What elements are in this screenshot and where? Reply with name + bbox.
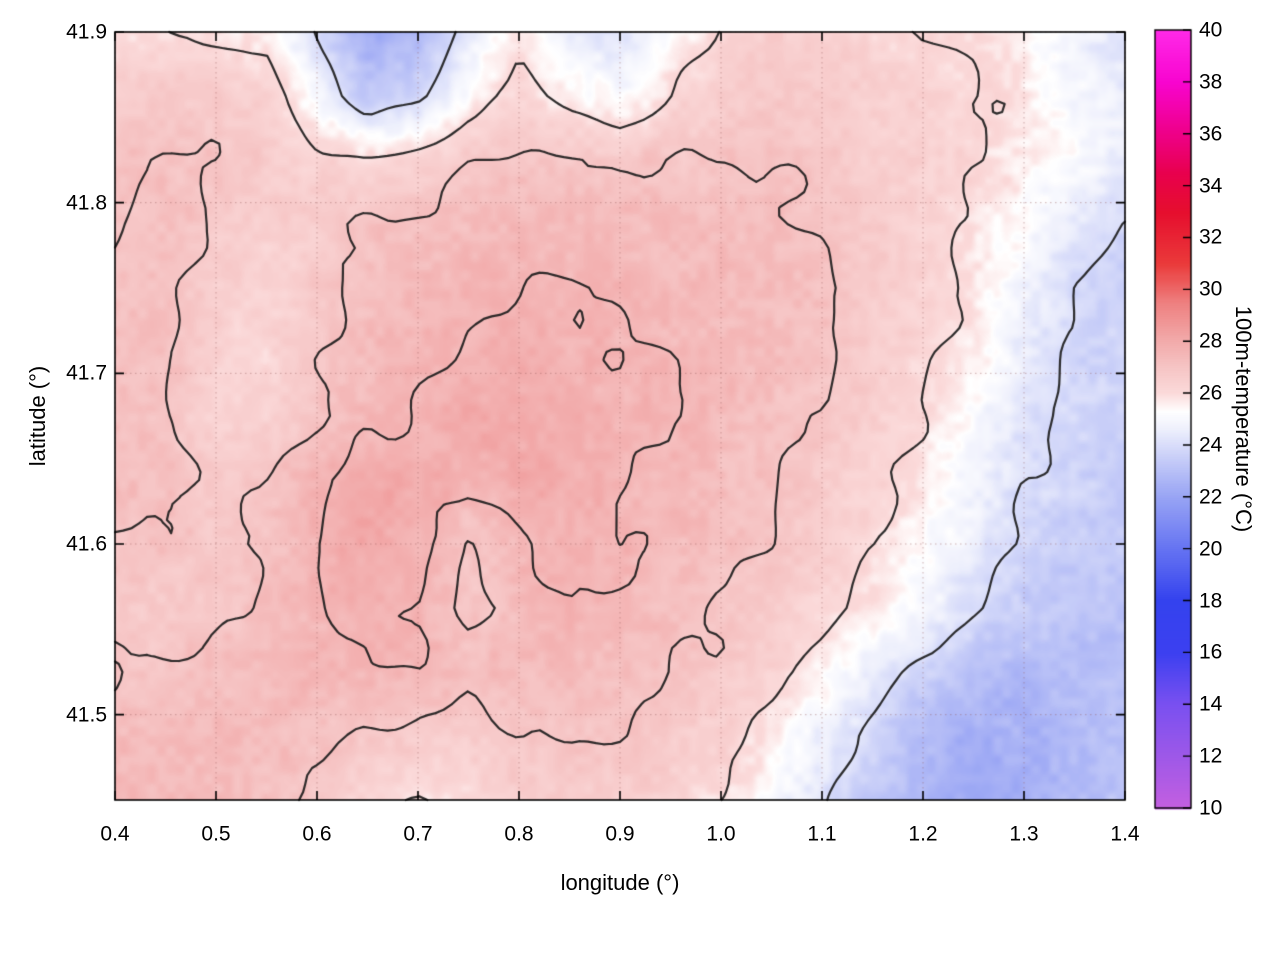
- x-tick-label: 0.4: [100, 822, 130, 846]
- colorbar-tick-label: 12: [1199, 744, 1223, 768]
- colorbar-tick-label: 16: [1199, 640, 1223, 664]
- colorbar-tick-label: 28: [1199, 329, 1223, 353]
- y-tick-label: 41.7: [66, 361, 107, 385]
- x-tick-label: 0.5: [201, 822, 231, 846]
- colorbar-tick-label: 38: [1199, 70, 1223, 94]
- y-tick-label: 41.6: [66, 532, 107, 556]
- colorbar-tick-label: 20: [1199, 537, 1223, 561]
- x-tick-label: 0.8: [504, 822, 534, 846]
- colorbar-title: 100m-temperature (°C): [1231, 305, 1256, 533]
- y-axis-title: latitude (°): [25, 365, 50, 467]
- colorbar-tick-label: 40: [1199, 18, 1223, 42]
- colorbar-tick-label: 18: [1199, 589, 1223, 613]
- y-tick-label: 41.5: [66, 703, 107, 727]
- colorbar-tick-label: 14: [1199, 692, 1223, 716]
- x-tick-label: 1.0: [706, 822, 736, 846]
- y-tick-label: 41.8: [66, 191, 107, 215]
- x-axis-title: longitude (°): [560, 870, 680, 895]
- x-tick-label: 0.6: [302, 822, 332, 846]
- colorbar-tick-label: 30: [1199, 277, 1223, 301]
- x-tick-label: 1.1: [807, 822, 837, 846]
- colorbar-tick-label: 26: [1199, 381, 1223, 405]
- colorbar-tick-label: 32: [1199, 225, 1223, 249]
- colorbar-tick-label: 36: [1199, 122, 1223, 146]
- x-tick-label: 0.7: [403, 822, 433, 846]
- x-tick-label: 1.3: [1009, 822, 1039, 846]
- colorbar-tick-label: 10: [1199, 796, 1223, 820]
- x-tick-label: 0.9: [605, 822, 635, 846]
- colorbar-tick-label: 24: [1199, 433, 1223, 457]
- colorbar-tick-label: 22: [1199, 485, 1223, 509]
- x-tick-label: 1.2: [908, 822, 938, 846]
- y-tick-label: 41.9: [66, 20, 107, 44]
- x-tick-label: 1.4: [1110, 822, 1140, 846]
- colorbar-tick-label: 34: [1199, 174, 1223, 198]
